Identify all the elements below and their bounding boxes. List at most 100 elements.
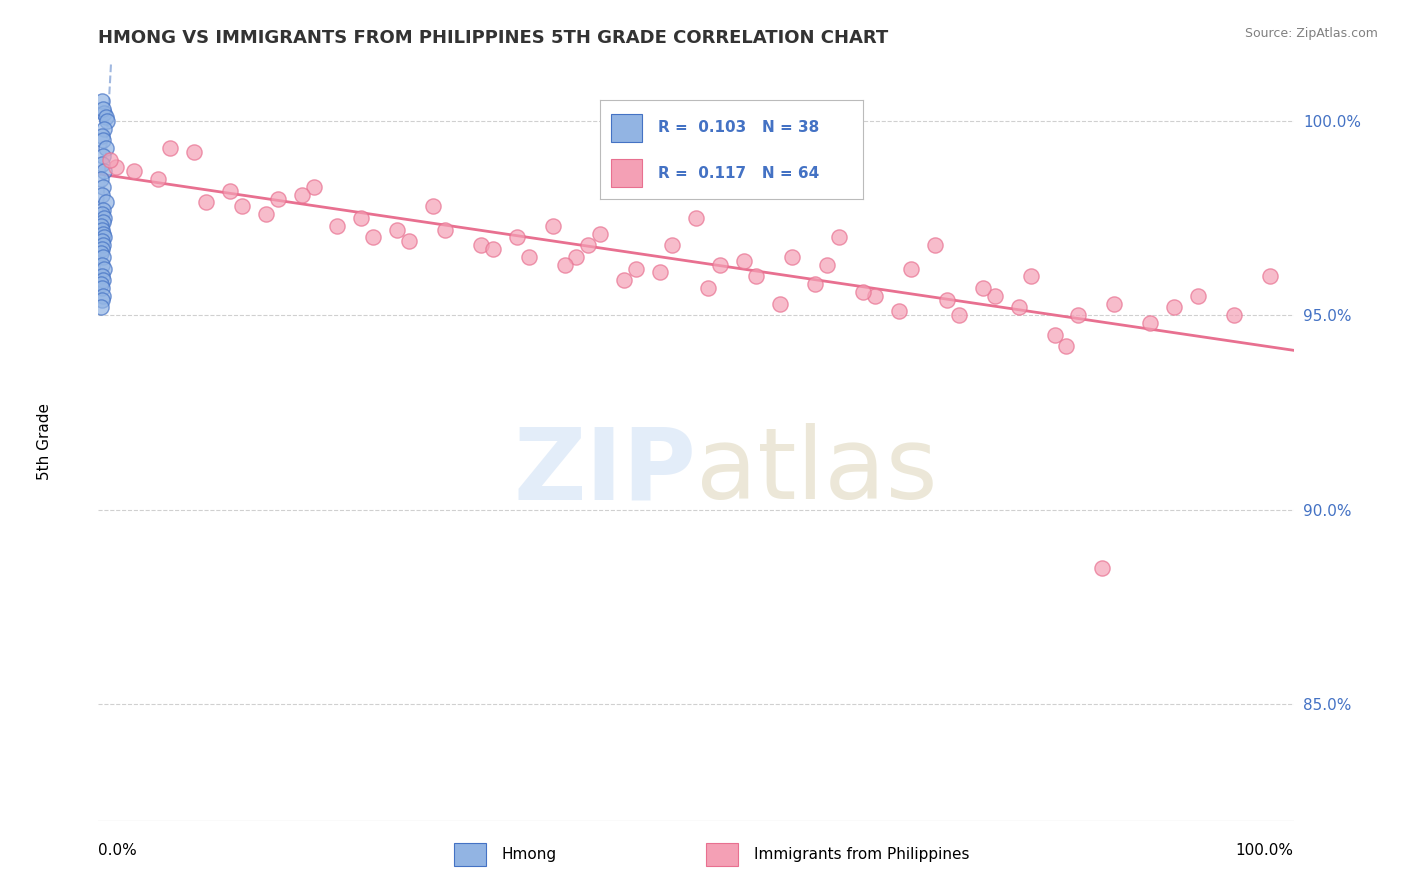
Point (817, 258, 839, 272)
Point (91, 133, 114, 147)
Point (91, 281, 114, 295)
Point (984, 289, 1007, 303)
Point (709, 258, 731, 272)
Point (90, 219, 112, 233)
Point (94, 110, 117, 124)
Point (661, 238, 683, 252)
Point (900, 261, 922, 276)
Point (326, 219, 349, 233)
Point (517, 250, 540, 264)
Point (219, 184, 242, 198)
Point (91, 95, 114, 109)
Point (93, 164, 115, 178)
Point (96, 113, 118, 128)
Point (804, 277, 827, 291)
Point (91, 235, 114, 249)
Point (385, 222, 409, 236)
Point (769, 296, 792, 310)
Point (733, 253, 755, 268)
Point (828, 230, 851, 244)
Point (98, 153, 122, 167)
Point (554, 258, 576, 272)
Point (91, 149, 114, 163)
Text: 100.0%: 100.0% (1236, 844, 1294, 858)
Point (291, 187, 314, 202)
Point (183, 145, 205, 159)
Point (948, 308, 970, 322)
Point (91, 258, 114, 272)
Point (91, 242, 114, 256)
Point (90, 301, 112, 315)
Point (470, 238, 492, 252)
Point (1187, 289, 1209, 303)
Point (91, 289, 114, 303)
Point (93, 121, 115, 136)
Point (578, 238, 600, 252)
Point (159, 141, 181, 155)
Point (91, 203, 114, 218)
Point (697, 281, 720, 295)
Point (93, 106, 115, 120)
Point (422, 199, 444, 213)
Point (1056, 339, 1078, 353)
Point (350, 211, 373, 225)
Point (124, 164, 146, 178)
Point (267, 192, 290, 206)
Point (195, 195, 218, 210)
Point (90, 172, 112, 186)
Point (91, 215, 114, 229)
Point (363, 230, 385, 244)
Point (924, 238, 946, 252)
Point (685, 211, 707, 225)
Point (91, 187, 114, 202)
Point (398, 235, 420, 249)
Point (589, 227, 612, 241)
Point (90, 277, 112, 291)
Point (94, 141, 117, 155)
Point (434, 222, 457, 236)
Point (1019, 269, 1042, 284)
Point (865, 289, 887, 303)
Point (852, 285, 875, 299)
Point (889, 304, 911, 318)
Point (91, 179, 114, 194)
Point (1163, 301, 1185, 315)
Point (231, 199, 253, 213)
Point (1104, 296, 1126, 310)
Point (93, 230, 115, 244)
Point (972, 281, 994, 295)
Point (541, 219, 564, 233)
Point (93, 261, 115, 276)
Point (745, 269, 768, 284)
Text: 5th Grade: 5th Grade (37, 403, 52, 480)
Point (613, 273, 636, 287)
Point (91, 227, 114, 241)
Point (91, 102, 114, 116)
Point (1043, 327, 1066, 342)
Point (302, 179, 325, 194)
Point (91, 238, 114, 252)
Point (91, 207, 114, 221)
Point (93, 211, 115, 225)
Point (482, 242, 505, 256)
Point (565, 250, 588, 264)
Point (91, 293, 114, 307)
Point (91, 129, 114, 144)
Point (1223, 308, 1246, 322)
Text: 0.0%: 0.0% (98, 844, 138, 858)
Point (148, 172, 170, 186)
Point (105, 161, 128, 175)
Point (650, 265, 672, 279)
Text: atlas: atlas (696, 424, 938, 520)
Text: ZIP: ZIP (513, 424, 696, 520)
Point (1139, 316, 1161, 330)
Text: Source: ZipAtlas.com: Source: ZipAtlas.com (1244, 27, 1378, 40)
Point (1091, 561, 1114, 575)
Point (90, 246, 112, 260)
Point (780, 250, 803, 264)
Point (1008, 301, 1031, 315)
Point (506, 230, 529, 244)
Point (91, 273, 114, 287)
Text: HMONG VS IMMIGRANTS FROM PHILIPPINES 5TH GRADE CORRELATION CHART: HMONG VS IMMIGRANTS FROM PHILIPPINES 5TH… (98, 29, 889, 47)
Point (91, 156, 114, 170)
